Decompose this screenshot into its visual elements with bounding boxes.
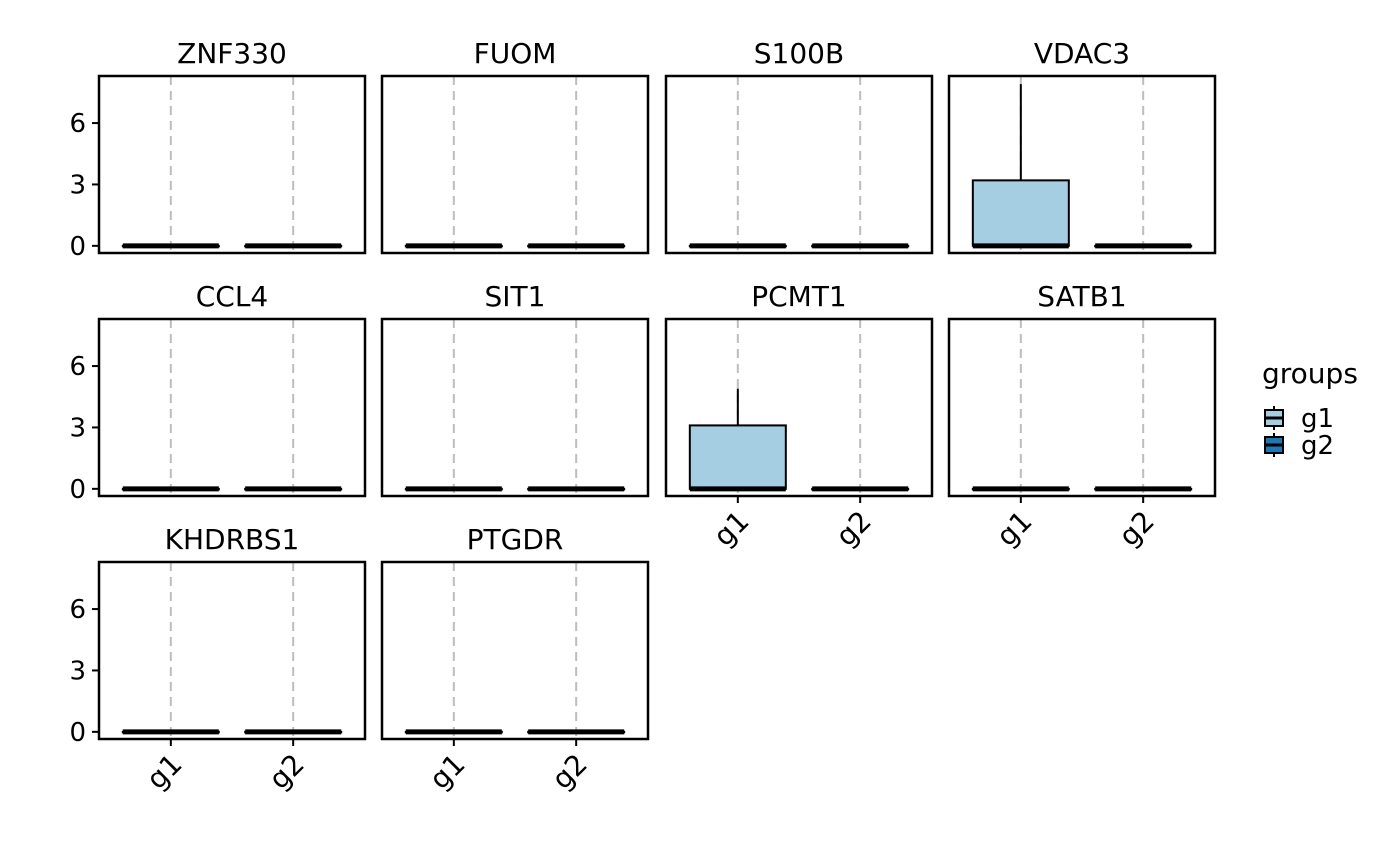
box-g2 bbox=[244, 243, 343, 249]
facet-panel: ZNF330 0 3 6 bbox=[69, 37, 367, 262]
box-g1 bbox=[121, 729, 220, 735]
box-body bbox=[971, 179, 1070, 247]
facet-title: S100B bbox=[754, 37, 844, 70]
facet-title: CCL4 bbox=[196, 280, 269, 313]
box-g2 bbox=[527, 486, 626, 492]
y-tick-label: 3 bbox=[69, 656, 86, 686]
box-g2 bbox=[527, 729, 626, 735]
facet-panel: CCL4 0 3 6 bbox=[69, 280, 367, 505]
box-g2 bbox=[1094, 486, 1193, 492]
panel-border bbox=[97, 74, 367, 255]
facet-panel: S100B bbox=[664, 37, 934, 255]
panel-border bbox=[380, 317, 650, 498]
box-body bbox=[688, 424, 787, 490]
legend-label: g2 bbox=[1301, 431, 1334, 461]
facet-panels: ZNF330 0 3 6 FUOM S100B VDAC3 CCL4 0 3 6 SIT1 PCMT1 g… bbox=[69, 37, 1217, 796]
facet-title: KHDRBS1 bbox=[165, 523, 300, 556]
y-tick-label: 0 bbox=[69, 232, 86, 262]
box-g1 bbox=[121, 486, 220, 492]
y-tick-label: 6 bbox=[69, 352, 86, 382]
x-tick-label: g1 bbox=[423, 747, 472, 796]
box-g2 bbox=[811, 243, 910, 249]
facet-title: VDAC3 bbox=[1034, 37, 1130, 70]
y-tick-label: 6 bbox=[69, 595, 86, 625]
box-g1 bbox=[121, 243, 220, 249]
panel-border bbox=[97, 560, 367, 741]
x-tick-label: g2 bbox=[829, 504, 878, 553]
facet-title: SIT1 bbox=[485, 280, 546, 313]
box-g1 bbox=[404, 243, 503, 249]
panel-border bbox=[97, 317, 367, 498]
y-tick-label: 3 bbox=[69, 413, 86, 443]
facet-title: PTGDR bbox=[467, 523, 564, 556]
y-tick-label: 0 bbox=[69, 718, 86, 748]
facet-panel: PTGDR g1 g2 bbox=[380, 523, 650, 796]
x-tick-label: g1 bbox=[707, 504, 756, 553]
x-tick-label: g2 bbox=[545, 747, 594, 796]
box-g2 bbox=[811, 486, 910, 492]
facet-panel: PCMT1 g1 g2 bbox=[664, 280, 934, 553]
facet-panel: VDAC3 bbox=[947, 37, 1217, 255]
box-g2 bbox=[1094, 243, 1193, 249]
box-g2 bbox=[527, 243, 626, 249]
box-g1 bbox=[404, 486, 503, 492]
box-g2 bbox=[244, 486, 343, 492]
x-tick-label: g1 bbox=[990, 504, 1039, 553]
panel-border bbox=[380, 74, 650, 255]
box-g1 bbox=[971, 84, 1070, 249]
facet-panel: KHDRBS1 0 3 6 g1 g2 bbox=[69, 523, 367, 796]
facet-panel: SIT1 bbox=[380, 280, 650, 498]
legend-title: groups bbox=[1262, 357, 1358, 390]
legend-key-g1: g1 bbox=[1264, 404, 1334, 434]
facet-title: SATB1 bbox=[1037, 280, 1126, 313]
y-tick-label: 0 bbox=[69, 475, 86, 505]
box-g1 bbox=[404, 729, 503, 735]
x-tick-label: g2 bbox=[262, 747, 311, 796]
box-g2 bbox=[244, 729, 343, 735]
facet-title: PCMT1 bbox=[751, 280, 847, 313]
legend-label: g1 bbox=[1301, 404, 1334, 434]
legend-key-g2: g2 bbox=[1264, 431, 1334, 461]
y-tick-label: 6 bbox=[69, 109, 86, 139]
box-g1 bbox=[688, 388, 787, 492]
box-g1 bbox=[971, 486, 1070, 492]
panel-border bbox=[380, 560, 650, 741]
panel-border bbox=[664, 317, 934, 498]
panel-border bbox=[664, 74, 934, 255]
facet-title: ZNF330 bbox=[177, 37, 287, 70]
box-g1 bbox=[688, 243, 787, 249]
panel-border bbox=[947, 74, 1217, 255]
facet-panel: FUOM bbox=[380, 37, 650, 255]
y-tick-label: 3 bbox=[69, 170, 86, 200]
facet-title: FUOM bbox=[474, 37, 557, 70]
x-tick-label: g1 bbox=[140, 747, 189, 796]
x-tick-label: g2 bbox=[1112, 504, 1161, 553]
facet-panel: SATB1 g1 g2 bbox=[947, 280, 1217, 553]
panel-border bbox=[947, 317, 1217, 498]
